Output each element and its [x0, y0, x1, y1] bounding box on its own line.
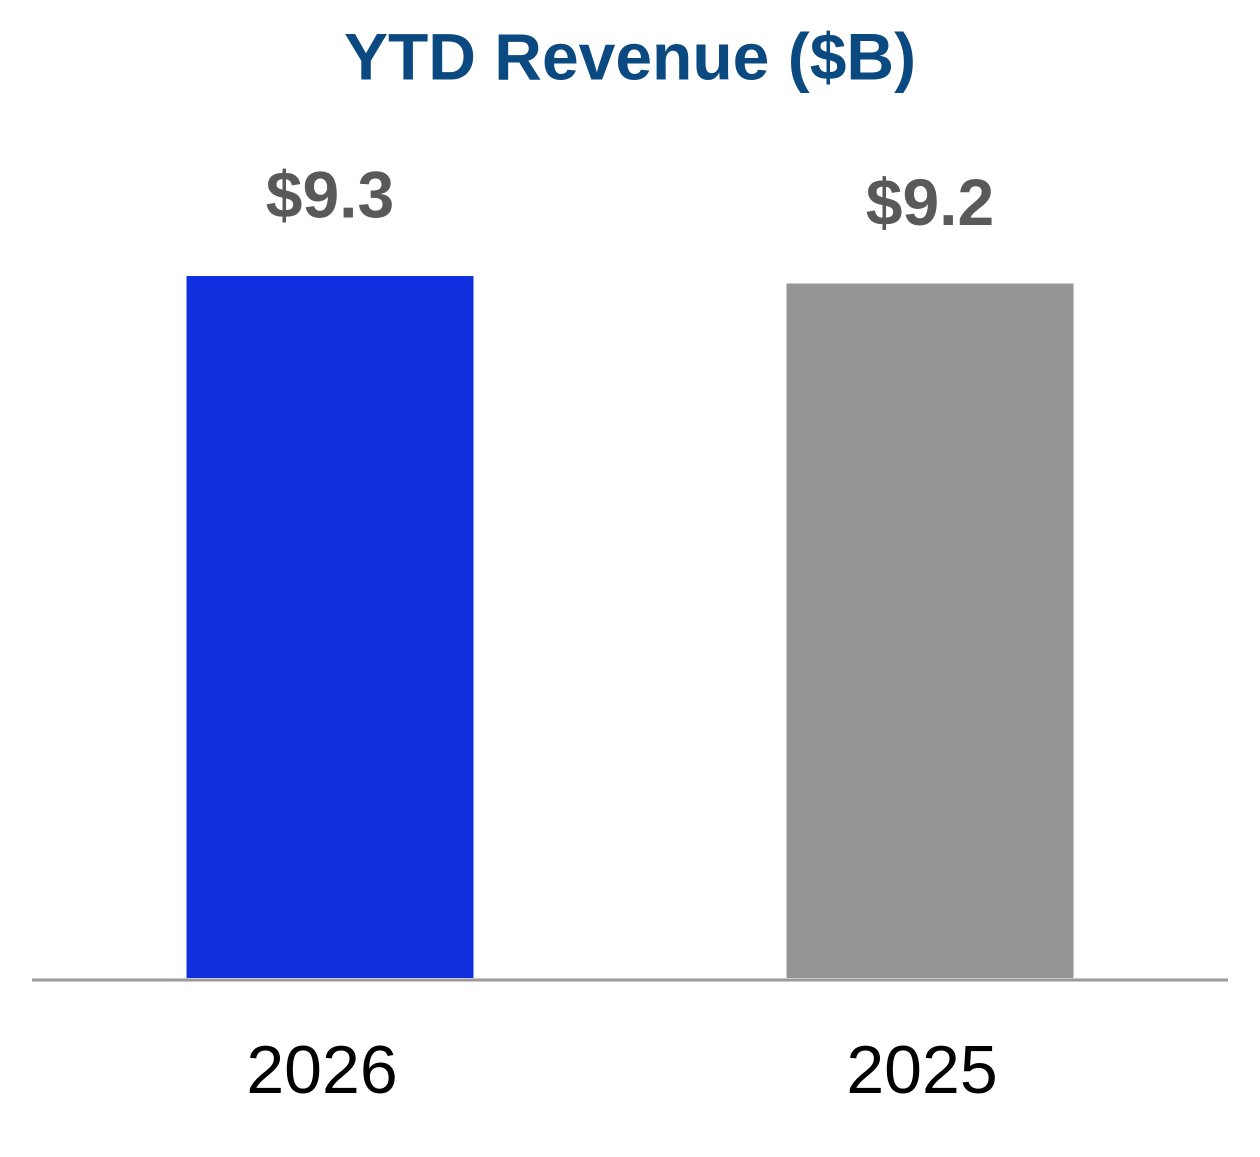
value-label: $9.3 — [266, 157, 394, 231]
chart-title: YTD Revenue ($B) — [344, 19, 916, 93]
bar — [186, 276, 474, 978]
bar — [786, 283, 1074, 978]
x-tick-label: 2025 — [846, 1032, 997, 1108]
value-label: $9.2 — [866, 165, 994, 239]
x-tick-label: 2026 — [246, 1032, 397, 1108]
